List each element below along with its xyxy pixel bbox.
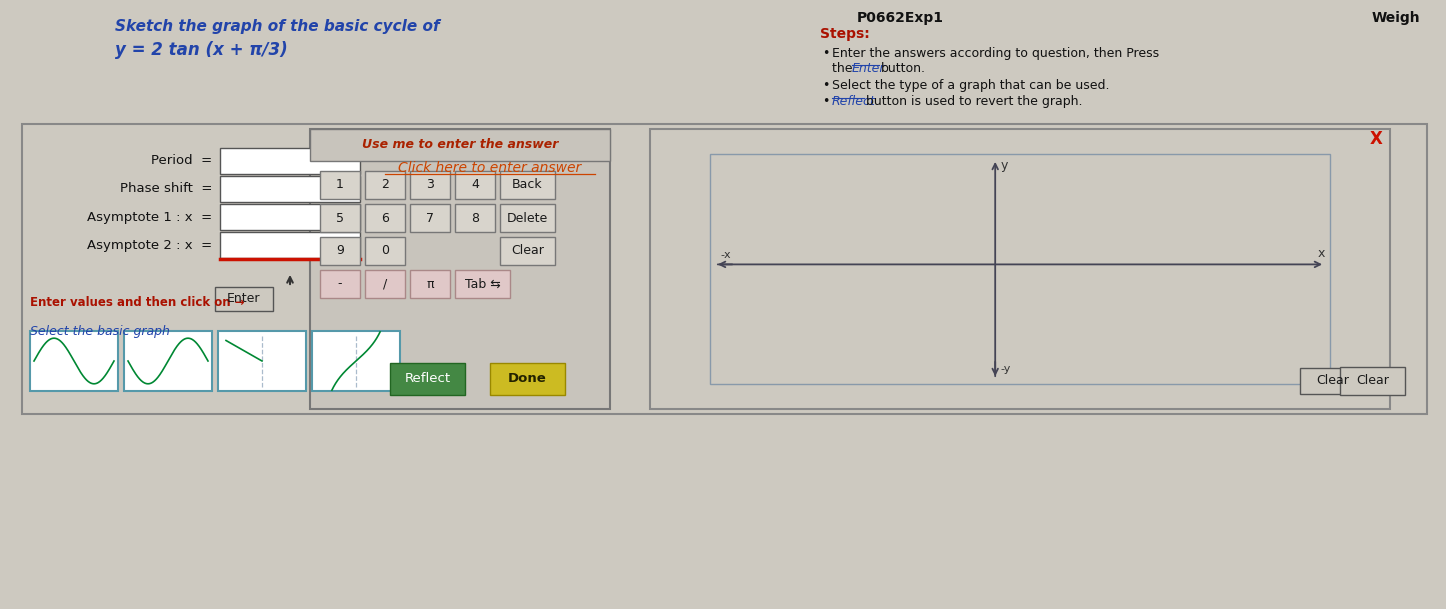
- Bar: [500, 171, 555, 199]
- Bar: [220, 232, 360, 258]
- Text: Phase shift  =: Phase shift =: [120, 183, 213, 195]
- Text: 7: 7: [427, 211, 434, 225]
- Text: •: •: [821, 95, 830, 108]
- Text: Reflect: Reflect: [831, 95, 876, 108]
- Bar: [364, 270, 405, 298]
- Text: π: π: [427, 278, 434, 290]
- Text: 8: 8: [471, 211, 479, 225]
- Bar: [455, 204, 495, 232]
- Bar: [500, 237, 555, 265]
- Text: Sketch the graph of the basic cycle of: Sketch the graph of the basic cycle of: [116, 19, 440, 34]
- Text: Clear: Clear: [1316, 375, 1349, 387]
- Bar: [411, 270, 450, 298]
- Bar: [455, 270, 510, 298]
- Bar: [218, 331, 307, 391]
- Text: Asymptote 2 : x  =: Asymptote 2 : x =: [87, 239, 213, 252]
- Text: Delete: Delete: [508, 211, 548, 225]
- Bar: [30, 331, 119, 391]
- Text: Steps:: Steps:: [820, 27, 869, 41]
- Bar: [500, 204, 555, 232]
- Bar: [320, 237, 360, 265]
- Text: -y: -y: [1001, 364, 1011, 374]
- Text: button is used to revert the graph.: button is used to revert the graph.: [866, 95, 1083, 108]
- Bar: [364, 171, 405, 199]
- Text: Use me to enter the answer: Use me to enter the answer: [362, 138, 558, 152]
- Bar: [309, 129, 610, 161]
- Bar: [215, 287, 273, 311]
- Bar: [364, 237, 405, 265]
- Text: Enter values and then click on →: Enter values and then click on →: [30, 296, 244, 309]
- Bar: [490, 363, 565, 395]
- Bar: [411, 171, 450, 199]
- Text: Select the type of a graph that can be used.: Select the type of a graph that can be u…: [831, 79, 1109, 92]
- Text: Enter: Enter: [227, 292, 260, 306]
- Bar: [455, 171, 495, 199]
- Text: -x: -x: [720, 250, 730, 261]
- Text: •: •: [821, 47, 830, 60]
- Text: 6: 6: [382, 211, 389, 225]
- Text: 0: 0: [380, 244, 389, 258]
- Text: Clear: Clear: [510, 244, 544, 258]
- Bar: [320, 171, 360, 199]
- Bar: [390, 363, 466, 395]
- Bar: [364, 204, 405, 232]
- Text: Tab ⇆: Tab ⇆: [464, 278, 500, 290]
- Text: x: x: [1317, 247, 1325, 261]
- Bar: [220, 176, 360, 202]
- Bar: [320, 204, 360, 232]
- Bar: [651, 129, 1390, 409]
- Text: Asymptote 1 : x  =: Asymptote 1 : x =: [87, 211, 213, 224]
- Bar: [220, 204, 360, 230]
- Text: Clear: Clear: [1356, 375, 1390, 387]
- Text: Click here to enter answer: Click here to enter answer: [399, 161, 581, 175]
- Bar: [1300, 368, 1365, 394]
- Text: Enter the answers according to question, then Press: Enter the answers according to question,…: [831, 47, 1160, 60]
- Text: P0662Exp1: P0662Exp1: [856, 11, 943, 25]
- Text: Reflect: Reflect: [405, 373, 451, 385]
- Text: Done: Done: [508, 373, 547, 385]
- Text: y = 2 tan (x + π/3): y = 2 tan (x + π/3): [116, 41, 288, 59]
- Bar: [309, 129, 610, 409]
- Text: 5: 5: [335, 211, 344, 225]
- Bar: [312, 331, 401, 391]
- Text: Back: Back: [512, 178, 542, 191]
- Text: Weigh: Weigh: [1371, 11, 1420, 25]
- Text: the: the: [831, 62, 856, 75]
- Text: 1: 1: [335, 178, 344, 191]
- Bar: [22, 124, 1427, 414]
- Text: Enter: Enter: [852, 62, 885, 75]
- Text: y: y: [1001, 159, 1008, 172]
- Text: button.: button.: [881, 62, 925, 75]
- Bar: [124, 331, 213, 391]
- Text: X: X: [1369, 130, 1382, 148]
- Text: /: /: [383, 278, 388, 290]
- Text: Period  =: Period =: [150, 155, 213, 167]
- Bar: [320, 270, 360, 298]
- Text: 9: 9: [335, 244, 344, 258]
- Text: -: -: [338, 278, 343, 290]
- Text: 3: 3: [427, 178, 434, 191]
- Bar: [710, 154, 1330, 384]
- Text: Select the basic graph: Select the basic graph: [30, 325, 169, 338]
- Text: 2: 2: [382, 178, 389, 191]
- Bar: [220, 148, 360, 174]
- Text: •: •: [821, 79, 830, 92]
- Text: 4: 4: [471, 178, 479, 191]
- Bar: [1340, 367, 1406, 395]
- Bar: [411, 204, 450, 232]
